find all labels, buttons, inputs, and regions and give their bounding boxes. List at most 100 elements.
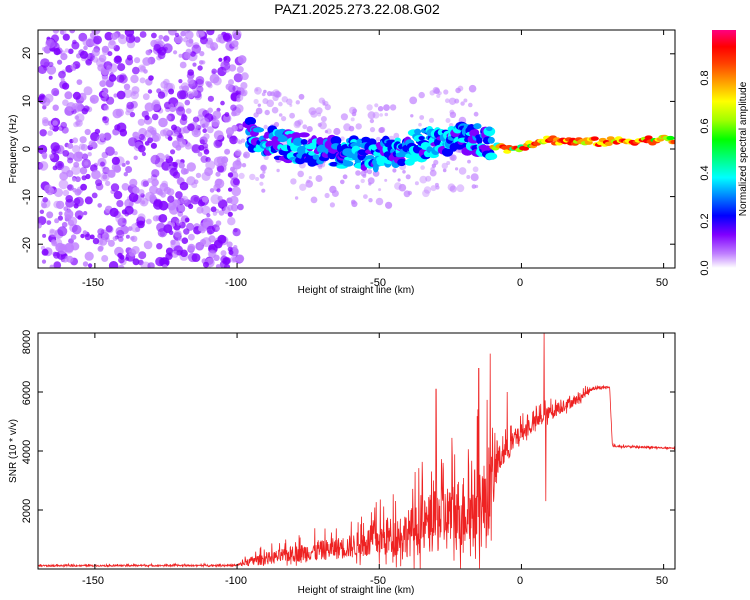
spectrogram-noise-blob — [203, 133, 210, 140]
spectrogram-noise-blob — [79, 167, 88, 175]
spectrogram-noise-blob — [473, 111, 479, 117]
spectrogram-noise-blob — [179, 85, 184, 90]
spectrogram-noise-blob — [173, 50, 178, 55]
spectrogram-noise-blob — [218, 57, 223, 62]
spectrogram-noise-blob — [76, 79, 83, 85]
spectrogram-noise-blob — [294, 196, 299, 200]
spectrogram-noise-blob — [233, 73, 243, 83]
spectrogram-noise-blob — [78, 143, 86, 150]
spectrogram-noise-blob — [38, 93, 46, 100]
spectrogram-noise-blob — [53, 261, 62, 268]
snr-y-tick: 4000 — [21, 440, 33, 464]
spectrogram-noise-blob — [237, 203, 244, 211]
spectrogram-noise-blob — [324, 104, 331, 111]
spectrogram-noise-blob — [146, 218, 152, 225]
spectrogram-noise-blob — [259, 173, 265, 179]
spectrogram-noise-blob — [472, 166, 479, 173]
spectrogram-noise-blob — [97, 246, 104, 252]
spectrogram-noise-blob — [125, 160, 130, 165]
spectrogram-noise-blob — [467, 159, 471, 164]
spectrogram-noise-blob — [445, 118, 451, 123]
spectrogram-noise-blob — [128, 192, 139, 203]
spectrogram-noise-blob — [468, 84, 477, 93]
spectrogram-noise-blob — [209, 188, 215, 193]
spectrogram-noise-blob — [65, 195, 73, 203]
spectrogram-noise-blob — [70, 234, 77, 240]
spectrogram-noise-blob — [68, 48, 74, 55]
spectrogram-noise-blob — [117, 63, 126, 72]
spectrogram-noise-blob — [162, 128, 171, 136]
spectrogram-noise-blob — [208, 235, 216, 243]
spectrogram-noise-blob — [163, 186, 172, 195]
spectrogram-noise-blob — [153, 43, 161, 52]
spectrogram-noise-blob — [57, 226, 68, 237]
spectrogram-noise-blob — [97, 228, 105, 236]
spectrogram-noise-blob — [105, 146, 115, 156]
spectrogram-noise-blob — [123, 89, 133, 99]
spectrogram-ridge-blob — [350, 142, 362, 148]
spectrogram-noise-blob — [151, 113, 159, 121]
spectrogram-noise-blob — [355, 184, 360, 190]
spectrogram-noise-blob — [393, 132, 400, 139]
spectrogram-noise-blob — [57, 59, 63, 65]
snr-x-tick: 0 — [517, 575, 523, 587]
spectrogram-noise-blob — [91, 192, 98, 199]
spectrogram-noise-blob — [317, 122, 322, 127]
spectrogram-noise-blob — [59, 171, 69, 181]
spectrogram-noise-blob — [449, 154, 455, 161]
spectrogram-noise-blob — [232, 257, 237, 262]
spectrogram-noise-blob — [110, 32, 119, 40]
spectrogram-noise-blob — [326, 128, 332, 135]
spec-y-tick: 20 — [21, 47, 33, 59]
spectrogram-ridge-blob — [584, 140, 593, 145]
spectrogram-noise-blob — [385, 201, 393, 209]
spectrogram-noise-blob — [240, 82, 248, 90]
spectrogram-noise-blob — [169, 167, 178, 177]
spectrogram-noise-blob — [185, 48, 192, 55]
spectrogram-noise-blob — [210, 206, 217, 213]
spectrogram-noise-blob — [99, 238, 108, 246]
spectrogram-noise-blob — [96, 57, 106, 68]
spectrogram-noise-blob — [150, 154, 161, 165]
spectrogram-noise-blob — [42, 117, 49, 124]
spectrogram-noise-blob — [113, 55, 123, 64]
spectrogram-noise-blob — [62, 150, 70, 157]
spectrogram-noise-blob — [93, 35, 102, 45]
spectrogram-noise-blob — [104, 31, 114, 41]
spectrogram-tick-marks — [38, 30, 675, 268]
spectrogram-x-label: Height of straight line (km) — [298, 285, 415, 296]
spectrogram-noise-blob — [324, 130, 328, 134]
spectrogram-noise-blob — [272, 94, 279, 102]
spectrogram-noise-blob — [128, 248, 137, 257]
spectrogram-noise-blob — [289, 103, 293, 107]
spectrogram-noise-blob — [203, 149, 210, 155]
spectrogram-noise-blob — [228, 187, 233, 192]
spectrogram-noise-blob — [164, 154, 170, 159]
spectrogram-noise-blob — [75, 176, 81, 183]
spectrogram-noise-blob — [197, 151, 203, 157]
spectrogram-noise-blob — [463, 98, 468, 103]
spectrogram-noise-blob — [134, 57, 141, 64]
spectrogram-noise-blob — [187, 123, 195, 131]
spectrogram-noise-blob — [186, 222, 195, 231]
spectrogram-ridge-blob — [329, 161, 339, 167]
spectrogram-noise-blob — [384, 112, 389, 117]
spectrogram-noise-blob — [147, 89, 153, 94]
snr-y-tick: 2000 — [21, 499, 33, 523]
spectrogram-noise-blob — [58, 211, 63, 216]
spectrogram-noise-blob — [184, 99, 191, 106]
spectrogram-noise-blob — [215, 139, 223, 147]
spectrogram-noise-blob — [57, 244, 68, 255]
spec-x-tick: 50 — [656, 277, 668, 289]
spectrogram-noise-blob — [109, 72, 114, 77]
spectrogram-noise-blob — [141, 200, 146, 205]
spectrogram-noise-blob — [261, 188, 266, 193]
spectrogram-noise-blob — [350, 117, 355, 122]
spectrogram-noise-blob — [60, 53, 68, 61]
spectrogram-noise-blob — [72, 177, 77, 182]
spectrogram-noise-blob — [195, 76, 205, 85]
spectrogram-noise-blob — [281, 116, 287, 122]
spectrogram-noise-blob — [139, 77, 146, 84]
spectrogram-noise-blob — [320, 116, 327, 122]
spectrogram-noise-blob — [221, 156, 229, 164]
